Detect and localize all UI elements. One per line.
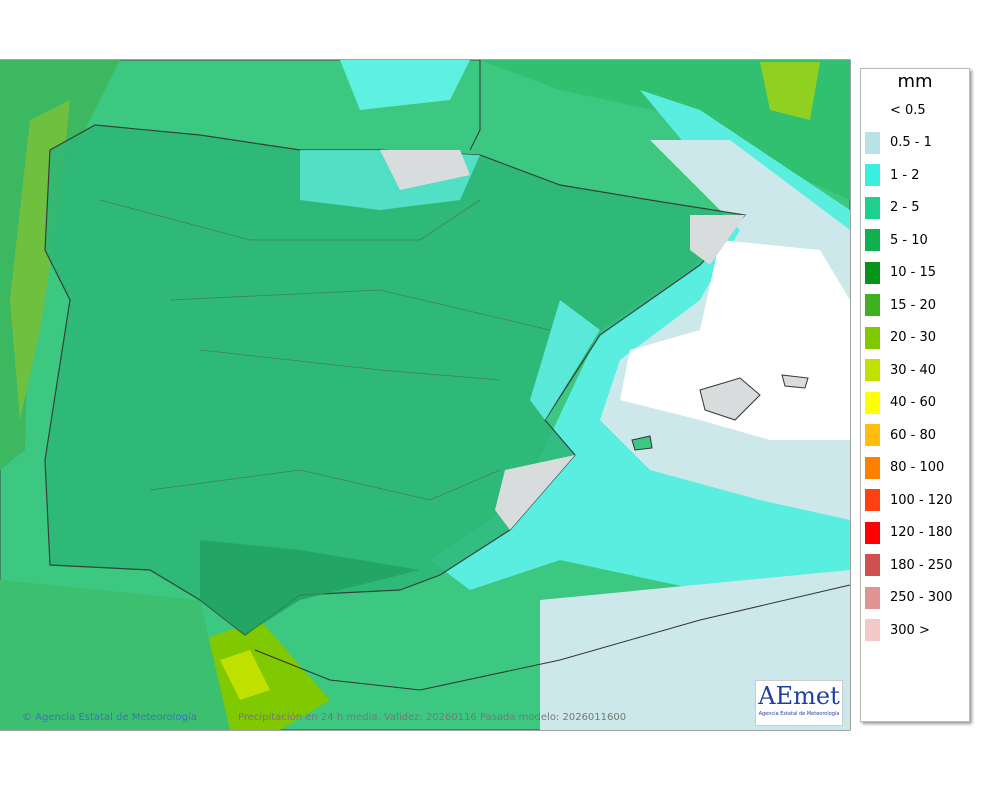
legend-label: 180 - 250 <box>890 557 953 573</box>
legend-swatch <box>865 521 880 544</box>
footer-credit: © Agencia Estatal de Meteorología <box>22 712 197 723</box>
legend-item: 2 - 5 <box>865 196 920 219</box>
legend-item: 1 - 2 <box>865 164 920 186</box>
legend-item: 20 - 30 <box>865 326 937 349</box>
legend-swatch <box>865 391 880 414</box>
logo: AEmet Agencia Estatal de Meteorología <box>755 680 843 726</box>
legend: mm < 0.5 0.5 - 1 1 - 2 2 - 5 5 - 10 10 - 15 15… <box>860 68 970 722</box>
legend-swatch <box>865 229 880 251</box>
legend-label: 250 - 300 <box>890 590 953 605</box>
legend-item: 10 - 15 <box>865 261 937 284</box>
legend-label: 120 - 180 <box>890 525 953 540</box>
legend-label: 10 - 15 <box>890 265 937 280</box>
legend-label: 2 - 5 <box>890 200 920 215</box>
legend-item: 5 - 10 <box>865 229 928 251</box>
legend-label: 1 - 2 <box>890 167 920 183</box>
legend-item: 60 - 80 <box>865 424 937 446</box>
legend-item: 40 - 60 <box>865 391 937 414</box>
legend-swatch <box>865 294 880 316</box>
legend-label: 0.5 - 1 <box>890 135 932 150</box>
logo-name: AEmet <box>758 682 840 710</box>
legend-swatch <box>865 359 880 381</box>
legend-swatch <box>865 261 880 284</box>
legend-item: 300 > <box>865 619 930 641</box>
legend-label: < 0.5 <box>890 102 926 118</box>
legend-item: 180 - 250 <box>865 554 953 576</box>
footer-caption: Precipitación en 24 h media. Validez: 20… <box>238 712 627 723</box>
legend-swatch <box>865 164 880 186</box>
legend-item: 250 - 300 <box>865 586 953 609</box>
legend-label: 300 > <box>890 622 930 638</box>
logo-subtitle: Agencia Estatal de Meteorología <box>758 711 840 717</box>
legend-label: 5 - 10 <box>890 232 928 248</box>
legend-label: 20 - 30 <box>890 330 937 345</box>
legend-item: 120 - 180 <box>865 521 953 544</box>
legend-swatch <box>865 424 880 446</box>
legend-swatch <box>865 554 880 576</box>
legend-swatch <box>865 456 880 479</box>
map <box>0 59 851 731</box>
legend-swatch <box>865 131 880 154</box>
legend-item: 100 - 120 <box>865 489 953 511</box>
legend-label: 100 - 120 <box>890 492 953 508</box>
legend-item: 0.5 - 1 <box>865 131 932 154</box>
legend-swatch <box>865 586 880 609</box>
legend-item: 15 - 20 <box>865 294 937 316</box>
legend-label: 60 - 80 <box>890 427 937 443</box>
legend-swatch <box>865 99 880 121</box>
legend-label: 30 - 40 <box>890 362 937 378</box>
legend-item: 80 - 100 <box>865 456 945 479</box>
legend-swatch <box>865 489 880 511</box>
legend-swatch <box>865 326 880 349</box>
legend-label: 80 - 100 <box>890 460 945 475</box>
legend-item: < 0.5 <box>865 99 926 121</box>
legend-swatch <box>865 196 880 219</box>
legend-swatch <box>865 619 880 641</box>
legend-item: 30 - 40 <box>865 359 937 381</box>
legend-title: mm <box>897 71 933 92</box>
legend-label: 15 - 20 <box>890 297 937 313</box>
legend-label: 40 - 60 <box>890 395 937 410</box>
